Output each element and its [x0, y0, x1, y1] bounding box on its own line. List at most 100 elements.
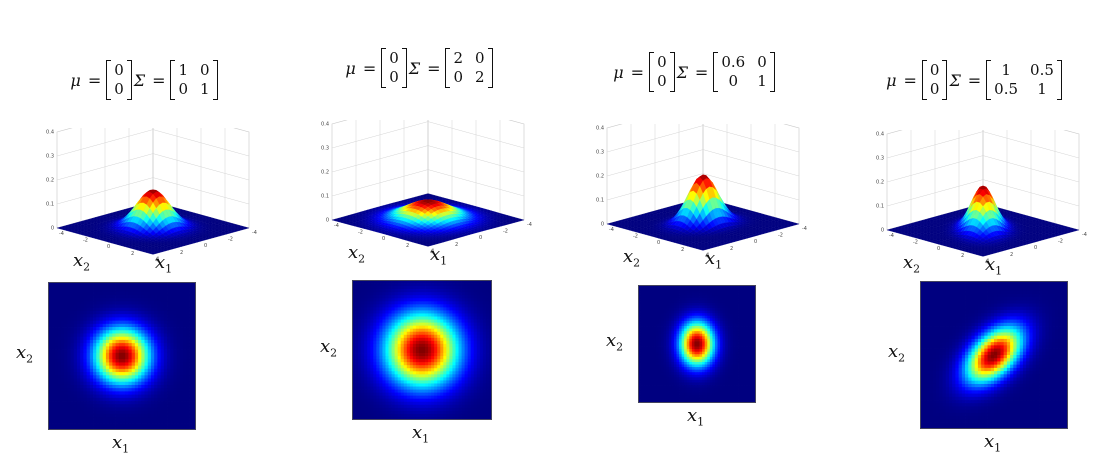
heatmap-cell [48, 362, 52, 367]
heatmap-cell [397, 280, 402, 284]
heatmap-cell [434, 337, 438, 342]
heatmap-cell [412, 286, 417, 290]
heatmap-cell [388, 280, 392, 284]
heatmap-cell [428, 328, 432, 333]
heatmap-cell [48, 304, 52, 309]
heatmap-cell [192, 330, 196, 334]
heatmap-cell [99, 282, 104, 286]
heatmap-cell [109, 362, 113, 367]
heatmap-cell [431, 334, 435, 339]
heatmap-cell [57, 294, 62, 299]
heatmap-cell [118, 384, 123, 389]
heatmap-cell [160, 317, 165, 322]
heatmap-cell [83, 388, 88, 392]
heatmap-cell [176, 346, 181, 350]
heatmap-cell [446, 319, 450, 324]
heatmap-cell [167, 391, 171, 396]
heatmap-cell [467, 292, 472, 296]
heatmap-cell [163, 359, 168, 363]
heatmap-cell [397, 313, 402, 317]
heatmap-cell [80, 339, 84, 344]
heatmap-cell [476, 286, 481, 290]
heatmap-cell [89, 310, 94, 315]
heatmap-cell [160, 368, 165, 373]
heatmap-cell [134, 381, 139, 386]
heatmap-cell [70, 282, 75, 286]
heatmap-cell [422, 328, 426, 333]
heatmap-cell [160, 359, 165, 363]
heatmap-cell [109, 304, 113, 309]
heatmap-cell [64, 288, 68, 293]
heatmap-cell [382, 337, 386, 342]
heatmap-cell [128, 356, 133, 360]
heatmap-cell [192, 420, 196, 424]
heatmap-cell [173, 301, 178, 305]
heatmap-cell [431, 301, 435, 305]
heatmap-cell [93, 346, 97, 350]
heatmap-cell [379, 283, 383, 287]
heatmap-cell [154, 307, 158, 312]
heatmap-cell [391, 316, 396, 320]
heatmap-cell [86, 423, 91, 428]
heatmap-cell [102, 362, 107, 367]
heatmap-cell [485, 289, 490, 293]
heatmap-cell [83, 282, 88, 286]
heatmap-cell [150, 301, 155, 305]
heatmap-cell [167, 314, 171, 318]
heatmap-cell [176, 294, 181, 299]
heatmap-cell [83, 404, 88, 408]
heatmap-cell [67, 336, 71, 341]
heatmap-cell [57, 323, 62, 328]
heatmap-cell [388, 337, 392, 342]
heatmap-cell [163, 317, 168, 322]
heatmap-cell [144, 394, 149, 399]
heatmap-cell [134, 394, 139, 399]
heatmap-cell [449, 325, 453, 330]
heatmap-cell [109, 417, 113, 421]
heatmap-cell [102, 349, 107, 354]
heatmap-cell [186, 381, 190, 386]
heatmap-cell [391, 304, 396, 308]
heatmap-cell [364, 307, 368, 311]
heatmap-cell [122, 407, 126, 412]
heatmap-cell [385, 295, 389, 299]
heatmap-cell [105, 375, 110, 379]
heatmap-cell [73, 307, 78, 312]
heatmap-cell [458, 283, 462, 287]
x2-tick-label: 0 [479, 235, 482, 241]
heatmap-cell [173, 330, 178, 334]
heatmap-cell [446, 340, 450, 345]
heatmap-cell [48, 417, 52, 421]
heatmap-cell [183, 365, 187, 370]
heatmap-cell [67, 368, 71, 373]
heatmap-cell [64, 282, 68, 286]
heatmap-cell [176, 352, 181, 357]
heatmap-cell [60, 330, 65, 334]
heatmap-cell [122, 368, 126, 373]
heatmap-cell [461, 280, 466, 284]
heatmap-cell [176, 384, 181, 389]
heatmap-cell [403, 331, 408, 336]
heatmap-cell [179, 407, 184, 412]
heatmap-cell [115, 401, 120, 405]
heatmap-cell [431, 313, 435, 317]
heatmap-cell [128, 359, 133, 363]
heatmap-cell [57, 401, 62, 405]
heatmap-cell [76, 343, 81, 347]
heatmap-cell [86, 394, 91, 399]
heatmap-cell [54, 381, 59, 386]
heatmap-cell [154, 413, 158, 418]
heatmap-cell [461, 301, 466, 305]
heatmap-cell [157, 301, 162, 305]
heatmap-cell [364, 340, 368, 345]
heatmap-cell [449, 304, 453, 308]
x2-tick-label: -4 [252, 230, 257, 236]
heatmap-cell [470, 304, 475, 308]
heatmap-cell [373, 304, 377, 308]
heatmap-cell [57, 339, 62, 344]
heatmap-cell [115, 343, 120, 347]
heatmap-cell [446, 307, 450, 311]
heatmap-cell [64, 407, 68, 412]
heatmap-cell [173, 394, 178, 399]
heatmap-cell [102, 333, 107, 338]
